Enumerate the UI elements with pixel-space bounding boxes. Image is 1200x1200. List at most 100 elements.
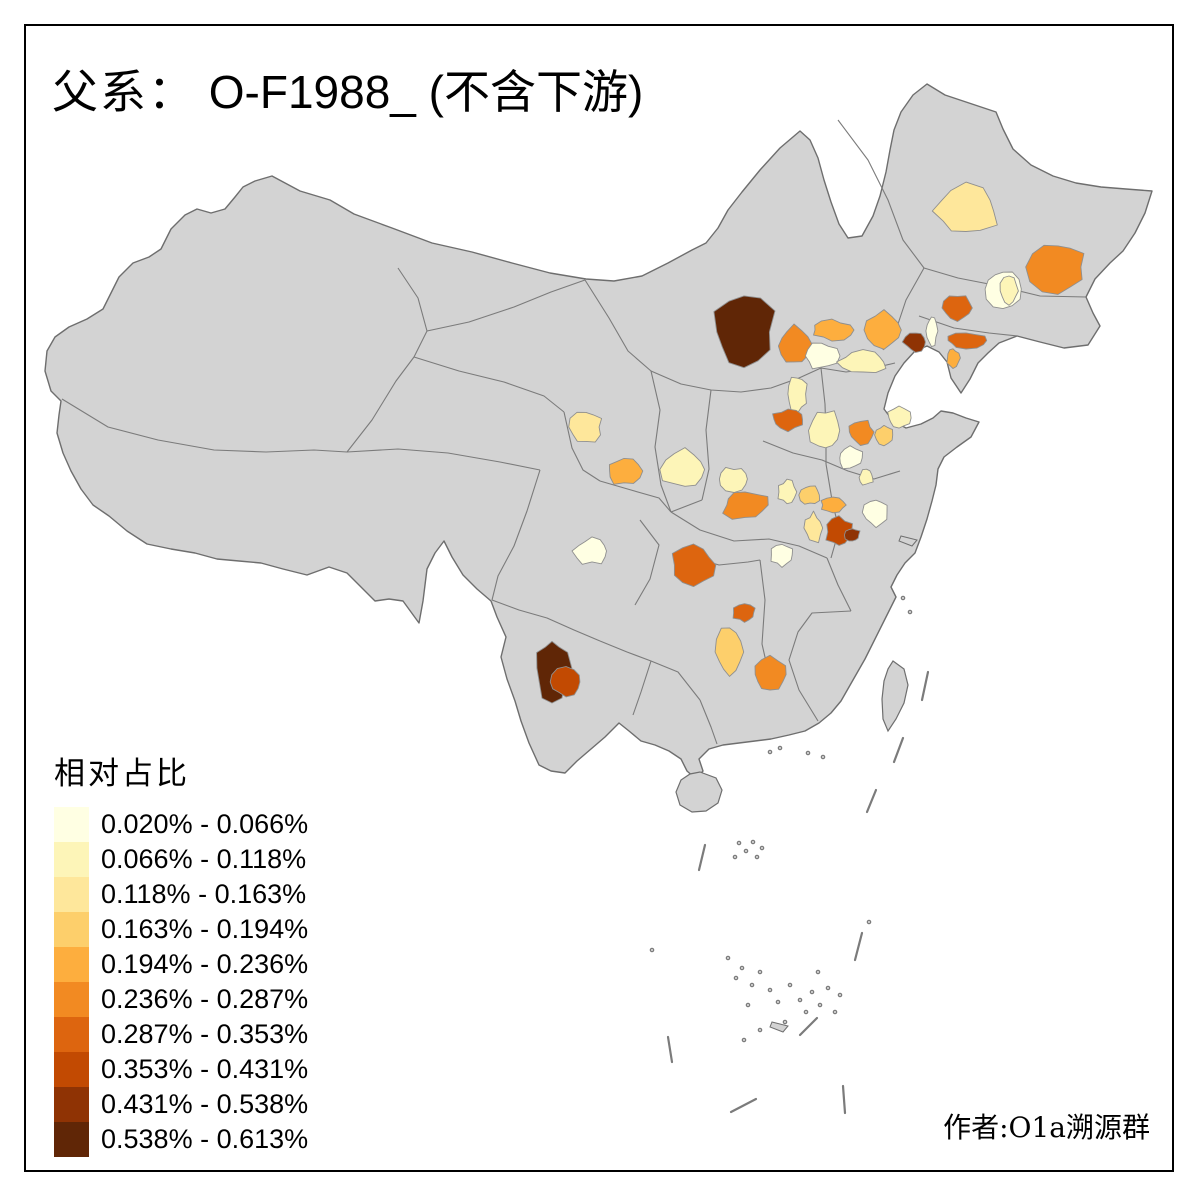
islet-dot [775, 999, 781, 1005]
legend-swatch [54, 1087, 89, 1122]
legend-row: 0.236% - 0.287% [54, 982, 308, 1017]
sea-boundary-dash [865, 788, 878, 814]
choropleth-region [754, 654, 787, 691]
province-border [599, 480, 672, 513]
choropleth-region [999, 275, 1019, 306]
islet-dot [787, 982, 793, 988]
legend-swatch [54, 807, 89, 842]
islet-dot [900, 595, 906, 601]
choropleth-region [839, 445, 864, 470]
legend-label: 0.431% - 0.538% [101, 1089, 309, 1119]
choropleth-region [770, 543, 794, 568]
province-border [426, 279, 586, 332]
choropleth-region [931, 181, 998, 232]
islet-dot [725, 955, 731, 961]
choropleth-region [1025, 244, 1085, 295]
choropleth-region [659, 447, 706, 487]
legend-label: 0.538% - 0.613% [101, 1124, 309, 1154]
choropleth-region [901, 332, 926, 353]
choropleth-region [858, 468, 874, 486]
choropleth-region [803, 510, 824, 544]
chongming-island [898, 535, 918, 547]
islet-dot [803, 1009, 809, 1015]
title-cjk-prefix: 父系： [52, 65, 196, 119]
islet-dot [739, 965, 745, 971]
islet-dot [805, 750, 811, 756]
choropleth-region [713, 295, 776, 369]
sea-boundary-dash [798, 1016, 819, 1037]
islet-dot [782, 1019, 788, 1025]
islet-dot [820, 754, 826, 760]
islet-dot [837, 992, 843, 998]
south-sea-island [769, 1021, 789, 1033]
islet-dot [757, 969, 763, 975]
choropleth-region [946, 348, 961, 369]
legend-swatch [54, 912, 89, 947]
legend-title: 相对占比 [54, 756, 190, 792]
province-border [762, 440, 901, 480]
legend-label: 0.194% - 0.236% [101, 949, 309, 979]
province-border [699, 699, 718, 745]
choropleth-region [874, 424, 894, 447]
choropleth-region [549, 666, 581, 698]
taiwan-island [881, 660, 909, 733]
islet-dot [757, 1027, 763, 1033]
legend-swatch [54, 842, 89, 877]
province-border [701, 389, 712, 501]
choropleth-region [804, 342, 841, 370]
page-title: 父系： O-F1988_ (不含下游) [52, 56, 643, 122]
province-border [632, 660, 652, 716]
legend-row: 0.066% - 0.118% [54, 842, 308, 877]
province-border [670, 511, 828, 559]
legend-row: 0.194% - 0.236% [54, 947, 308, 982]
sea-boundary-dash [920, 670, 930, 702]
legend-swatch [54, 877, 89, 912]
islet-dot [809, 989, 815, 995]
islet-dot [817, 1002, 823, 1008]
islet-dot [825, 985, 831, 991]
legend-row: 0.287% - 0.353% [54, 1017, 308, 1052]
islet-dot [745, 1002, 751, 1008]
legend-swatch [54, 1052, 89, 1087]
choropleth-region [787, 376, 808, 415]
legend-label: 0.287% - 0.353% [101, 1019, 309, 1049]
province-border [837, 119, 925, 269]
choropleth-region [813, 318, 855, 342]
islet-dot [736, 840, 742, 846]
sea-boundary-dash [853, 931, 864, 962]
islet-dot [815, 969, 821, 975]
islet-dot [866, 919, 872, 925]
province-border [634, 519, 660, 606]
islet-dot [777, 745, 783, 751]
legend-row: 0.020% - 0.066% [54, 807, 308, 842]
choropleth-region [772, 408, 803, 433]
province-border [670, 499, 703, 513]
choropleth-region [798, 485, 821, 505]
choropleth-region [861, 499, 888, 529]
choropleth-region [887, 405, 912, 429]
legend-label: 0.118% - 0.163% [101, 879, 307, 909]
legend-swatch [54, 947, 89, 982]
islet-dot [732, 854, 738, 860]
province-border [788, 610, 852, 722]
choropleth-region [714, 627, 745, 677]
attribution-text: 作者:O1a溯源群 [943, 1111, 1150, 1144]
sea-boundary-dash [729, 1097, 758, 1114]
province-border [563, 411, 601, 482]
sea-boundary-dash [666, 1035, 674, 1064]
legend-rows: 0.020% - 0.066% 0.066% - 0.118% 0.118% - 0… [54, 807, 308, 1157]
islet-dot [749, 982, 755, 988]
legend: 相对占比 0.020% - 0.066% 0.066% - 0.118% 0.118… [54, 748, 308, 1157]
choropleth-region [671, 543, 717, 588]
sea-boundary-dash [841, 1084, 847, 1115]
legend-row: 0.353% - 0.431% [54, 1052, 308, 1087]
legend-label: 0.163% - 0.194% [101, 914, 309, 944]
sea-boundary-dash [697, 843, 707, 872]
choropleth-region [571, 536, 607, 565]
choropleth-region [836, 349, 887, 374]
choropleth-region [863, 309, 902, 350]
islet-dot [750, 839, 756, 845]
choropleth-region [848, 419, 875, 446]
